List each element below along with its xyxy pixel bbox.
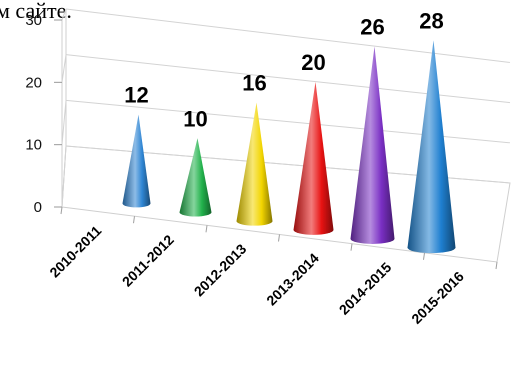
category-label: 2014-2015 (336, 259, 395, 318)
cone-bar (236, 102, 273, 226)
data-label: 12 (124, 83, 148, 108)
cone-layer (122, 40, 456, 254)
cone-bar (350, 46, 395, 244)
cone-bar (179, 138, 212, 217)
category-label: 2013-2014 (263, 250, 322, 309)
cone-bar (407, 40, 456, 254)
data-label: 10 (183, 106, 207, 131)
wall-gridline (61, 54, 67, 83)
truncated-caption-text: м сайте. (0, 0, 72, 23)
data-label: 20 (301, 50, 325, 75)
data-label: 26 (360, 14, 384, 39)
y-tick-label: 0 (34, 199, 42, 216)
category-label: 2011-2012 (119, 231, 177, 289)
cone-bar (122, 114, 151, 208)
data-label: 16 (242, 71, 266, 96)
x-tick-mark (278, 234, 280, 242)
x-tick-mark (60, 206, 63, 215)
x-tick-mark (133, 216, 135, 224)
y-tick-label: 10 (25, 137, 42, 154)
x-tick-mark (495, 261, 498, 270)
wall-gridline (61, 100, 67, 145)
category-label: 2015-2016 (408, 268, 467, 327)
y-tick-label: 20 (25, 74, 42, 91)
category-label: 2010-2011 (46, 222, 104, 280)
wall-gridline (61, 145, 67, 208)
cone-bar (293, 81, 334, 235)
x-tick-mark (205, 225, 208, 233)
wall-gridline (61, 8, 67, 21)
x-tick-mark (350, 243, 353, 251)
gridline (65, 8, 511, 63)
data-label: 28 (419, 8, 443, 33)
category-label: 2012-2013 (191, 241, 250, 300)
x-tick-mark (423, 252, 425, 260)
y-tick-label: 30 (25, 12, 42, 29)
